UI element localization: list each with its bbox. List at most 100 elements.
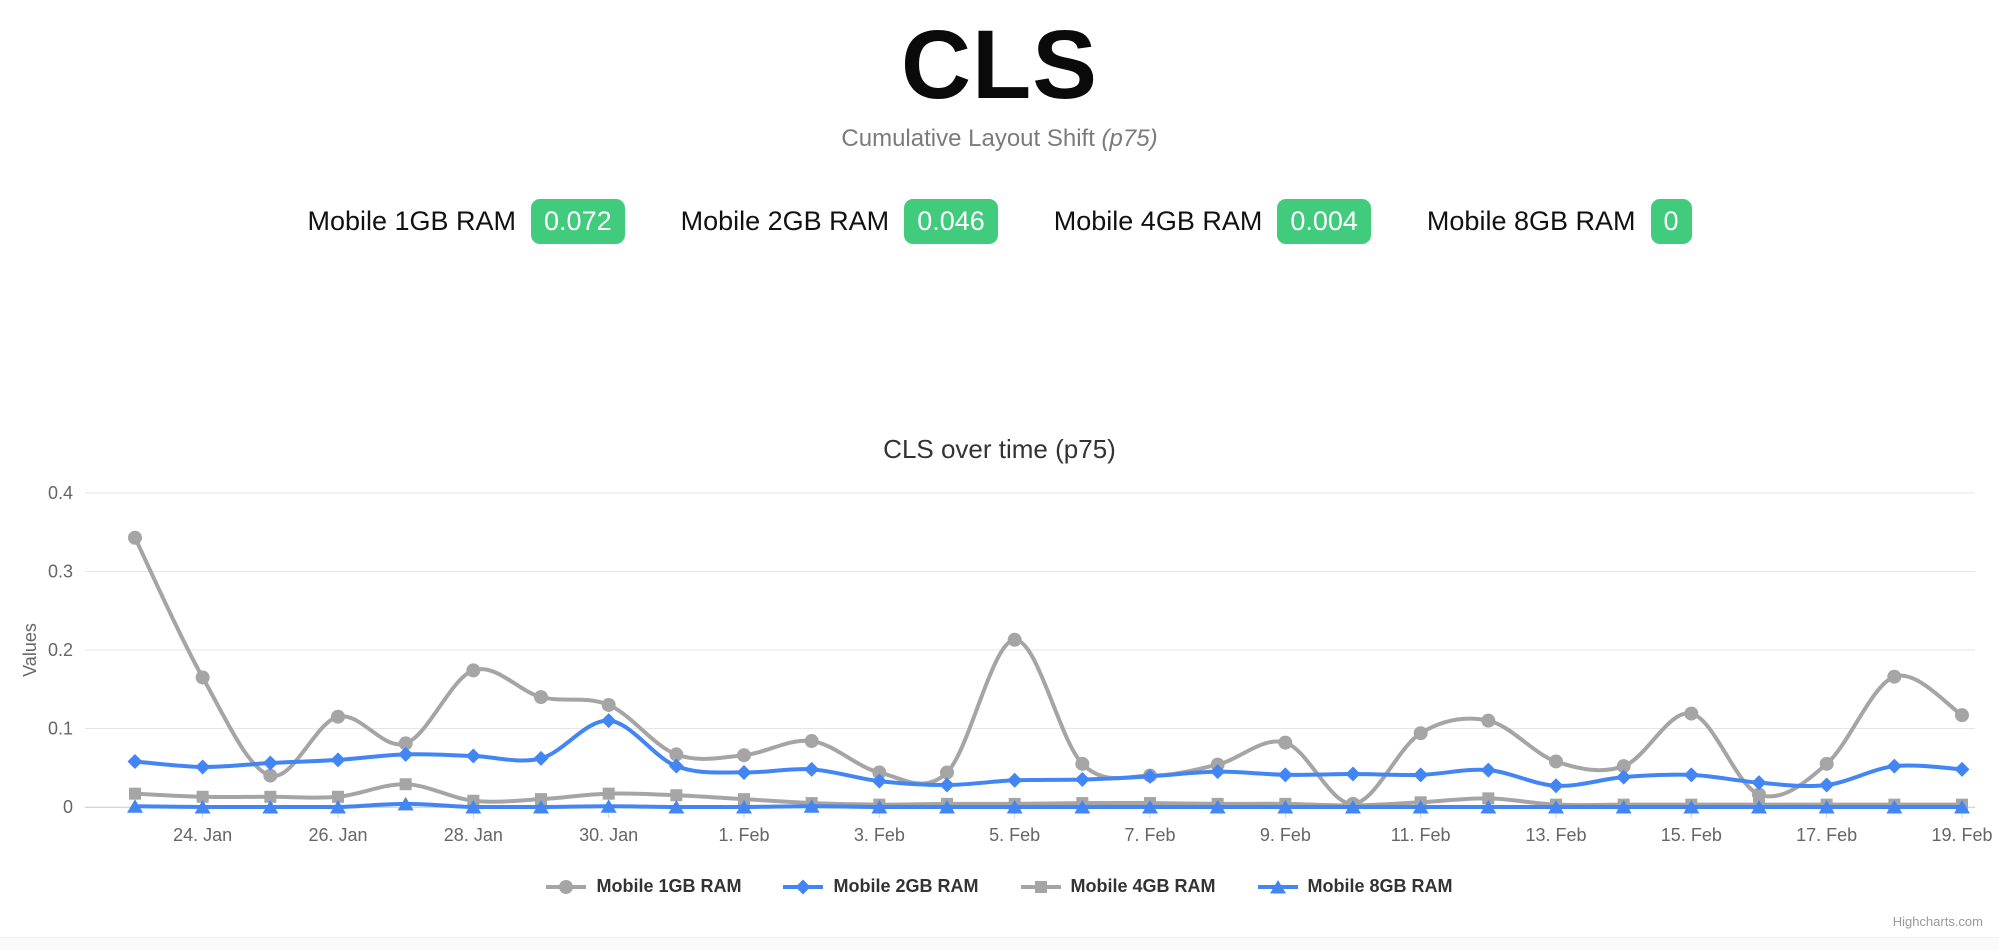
data-point[interactable] [1007,772,1023,788]
data-point[interactable] [804,734,819,749]
data-point[interactable] [1142,800,1158,814]
data-point[interactable] [1482,792,1495,805]
data-point[interactable] [1345,800,1361,814]
data-point[interactable] [1752,787,1766,802]
data-point[interactable] [127,753,143,769]
data-point[interactable] [939,777,955,793]
data-point[interactable] [1886,800,1903,814]
data-point[interactable] [803,799,820,813]
data-point[interactable] [1548,800,1564,814]
highcharts-credit-link[interactable]: Highcharts.com [1892,914,1983,929]
data-point[interactable] [332,790,344,803]
legend-item-mobile-2gb-ram[interactable]: Mobile 2GB RAM [783,876,979,897]
data-point[interactable] [330,800,346,814]
data-point[interactable] [196,790,209,803]
data-point[interactable] [736,800,752,814]
data-point[interactable] [1887,669,1902,684]
data-point[interactable] [1684,706,1699,721]
series-line [133,782,1964,808]
data-point[interactable] [1006,800,1023,814]
data-point[interactable] [871,773,887,789]
data-point[interactable] [535,793,547,806]
data-point[interactable] [194,800,211,814]
data-point[interactable] [534,690,548,705]
data-point[interactable] [1075,756,1090,771]
data-point[interactable] [129,787,141,800]
data-point[interactable] [1480,762,1496,778]
data-point[interactable] [1345,766,1361,782]
data-point[interactable] [1616,769,1632,785]
data-point[interactable] [1955,708,1969,723]
data-point[interactable] [399,778,412,791]
data-point[interactable] [1819,756,1834,771]
data-point[interactable] [1683,800,1700,814]
data-point[interactable] [669,747,684,762]
data-point[interactable] [533,800,549,814]
legend-item-mobile-4gb-ram[interactable]: Mobile 4GB RAM [1020,876,1216,897]
data-point[interactable] [466,663,481,678]
data-point[interactable] [264,790,277,803]
data-point[interactable] [465,800,482,814]
data-point[interactable] [1549,754,1563,769]
data-point[interactable] [1210,764,1226,780]
data-point[interactable] [465,748,481,764]
data-point[interactable] [1074,800,1091,814]
data-point[interactable] [128,530,142,545]
data-point[interactable] [668,800,685,814]
data-point[interactable] [670,789,683,802]
data-point[interactable] [1886,758,1902,774]
data-point[interactable] [1277,767,1293,783]
data-point[interactable] [1751,775,1767,791]
legend-item-mobile-1gb-ram[interactable]: Mobile 1GB RAM [546,876,741,897]
data-point[interactable] [600,799,617,813]
data-point[interactable] [872,765,887,780]
data-point[interactable] [533,750,549,766]
data-point[interactable] [127,799,143,813]
data-point[interactable] [602,787,615,800]
metric-mobile-4gb-ram: Mobile 4GB RAM 0.004 [1054,199,1371,245]
data-point[interactable] [1277,800,1294,814]
data-point[interactable] [1819,777,1835,793]
metric-label: Mobile 2GB RAM [680,206,890,237]
data-point[interactable] [1751,800,1767,814]
data-point[interactable] [195,759,211,775]
data-point[interactable] [330,752,346,768]
data-point[interactable] [939,800,955,814]
data-point[interactable] [1480,800,1497,814]
data-point[interactable] [1142,768,1158,784]
data-point[interactable] [397,796,414,811]
data-point[interactable] [1413,726,1428,741]
data-point[interactable] [1616,759,1631,774]
data-point[interactable] [668,758,684,774]
data-point[interactable] [738,793,750,806]
data-point[interactable] [1481,713,1496,728]
data-point[interactable] [1007,632,1022,647]
data-point[interactable] [871,800,888,814]
data-point[interactable] [1412,800,1429,814]
data-point[interactable] [1818,800,1835,814]
data-point[interactable] [1683,767,1699,783]
data-point[interactable] [940,765,954,780]
data-point[interactable] [1074,772,1090,788]
data-point[interactable] [262,800,279,814]
data-point[interactable] [1413,767,1429,783]
chart-plot-area[interactable]: 0 0.1 0.2 0.3 0.4 Values 24. Jan 26. Jan 28. Jan… [0,470,1999,870]
data-point[interactable] [262,755,278,771]
data-point[interactable] [1209,800,1226,814]
data-point[interactable] [1954,800,1970,814]
data-point[interactable] [1278,735,1293,750]
data-point[interactable] [737,748,751,763]
data-point[interactable] [601,697,616,712]
data-point[interactable] [1548,778,1564,794]
data-point[interactable] [804,761,820,777]
data-point[interactable] [1954,761,1970,777]
data-point[interactable] [1615,800,1632,814]
data-point[interactable] [195,670,210,685]
legend-item-mobile-8gb-ram[interactable]: Mobile 8GB RAM [1257,876,1453,897]
data-point[interactable] [398,746,414,762]
data-point[interactable] [601,713,617,729]
data-point[interactable] [331,709,345,724]
data-point[interactable] [736,764,752,780]
data-point[interactable] [398,736,413,751]
data-point[interactable] [263,768,278,783]
